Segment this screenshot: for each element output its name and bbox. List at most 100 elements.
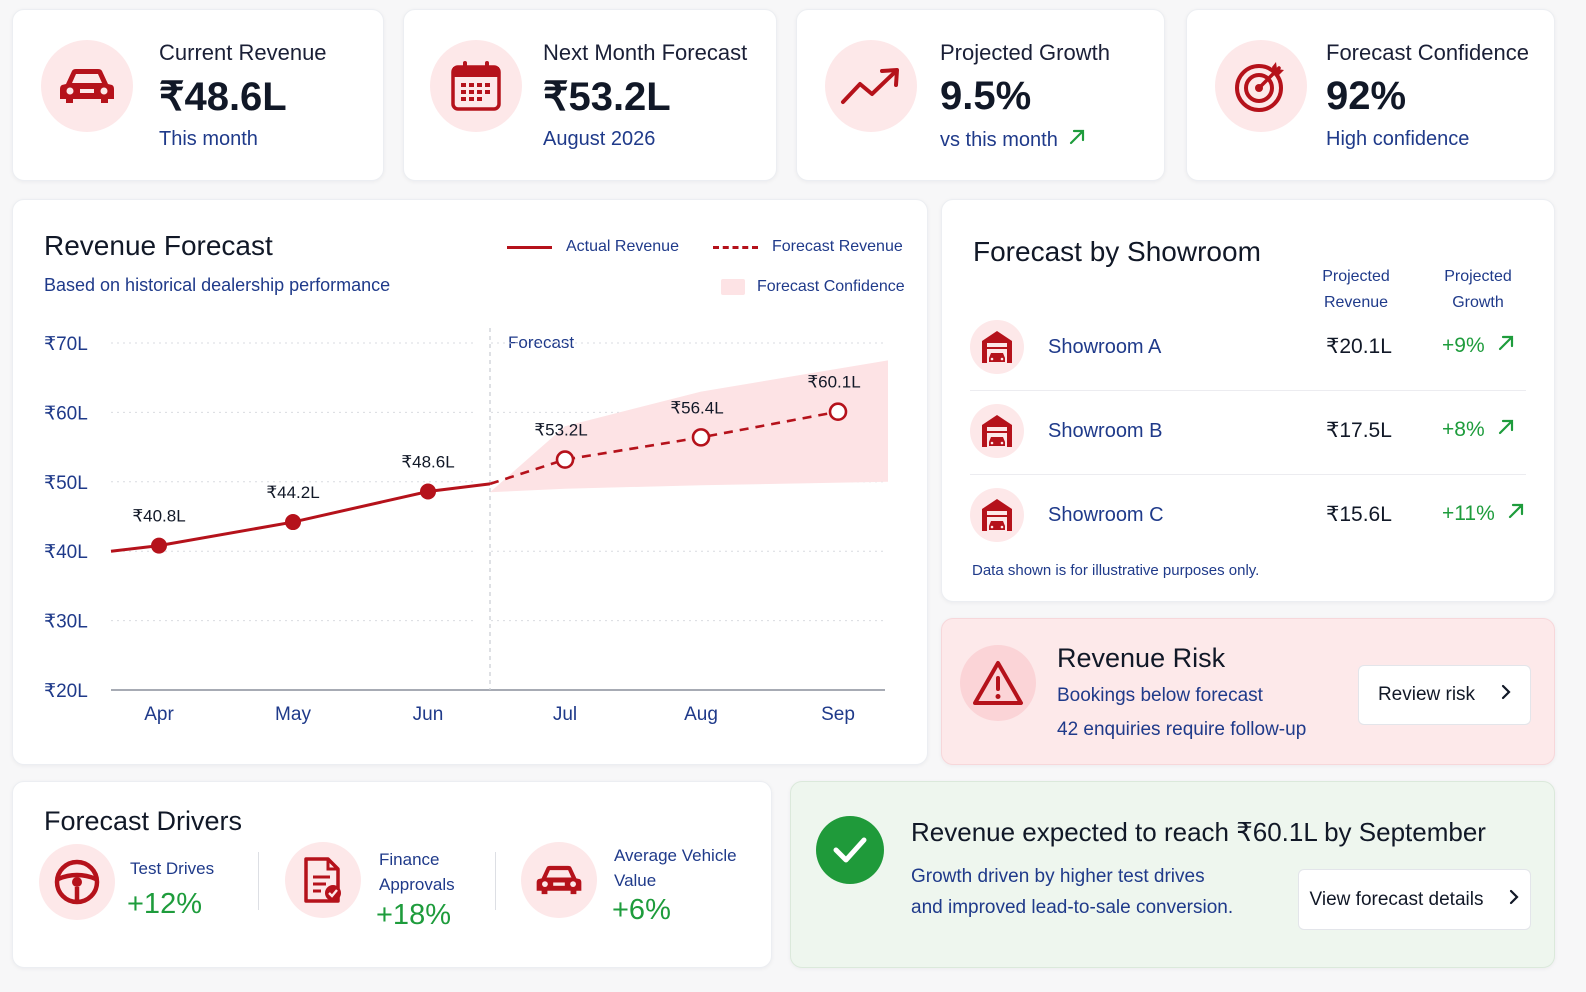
showroom-growth: +9% (1442, 334, 1515, 358)
kpi-subtitle: High confidence (1326, 128, 1470, 150)
driver-label: Finance Approvals (379, 847, 455, 897)
arrow-up-right-icon (1507, 502, 1525, 526)
kpi-card-forecast-confidence: Forecast Confidence 92% High confidence (1186, 9, 1555, 181)
legend-label: Actual Revenue (566, 238, 679, 255)
revenue-risk-card: Revenue Risk Bookings below forecast 42 … (941, 618, 1555, 765)
actual-point (285, 514, 301, 531)
car-icon (41, 40, 133, 132)
x-tick-label: May (275, 704, 311, 725)
summary-title: Revenue expected to reach ₹60.1L by Sept… (911, 817, 1486, 847)
legend-label: Forecast Confidence (757, 278, 905, 295)
confidence-band (490, 360, 888, 493)
data-label: ₹44.2L (266, 483, 319, 502)
arrow-up-right-icon (1068, 128, 1086, 152)
target-icon (1215, 40, 1307, 132)
y-tick-label: ₹70L (44, 334, 88, 355)
kpi-value: 92% (1326, 74, 1407, 118)
growth-value: +9% (1442, 334, 1485, 357)
column-header-growth: Projected Growth (1444, 268, 1512, 311)
trend-up-icon (825, 40, 917, 132)
disclaimer-note: Data shown is for illustrative purposes … (972, 562, 1260, 579)
summary-line-2: and improved lead-to-sale conversion. (911, 897, 1234, 918)
risk-line-1: Bookings below forecast (1057, 685, 1263, 706)
risk-title: Revenue Risk (1057, 643, 1226, 673)
revenue-forecast-card: Revenue Forecast Based on historical dea… (12, 199, 928, 765)
legend-label: Forecast Revenue (772, 238, 903, 255)
kpi-card-projected-growth: Projected Growth 9.5% vs this month (796, 9, 1165, 181)
x-tick-label: Sep (821, 704, 855, 725)
arrow-up-right-icon (1497, 418, 1515, 442)
summary-line-1: Growth driven by higher test drives (911, 866, 1205, 887)
revenue-forecast-chart: Forecast ₹70L ₹60L ₹50L ₹40L ₹30L ₹20L Apr May J… (44, 328, 888, 725)
y-tick-label: ₹50L (44, 473, 88, 494)
showroom-name[interactable]: Showroom A (1048, 336, 1162, 358)
data-label: ₹48.6L (401, 453, 454, 472)
kpi-value: 9.5% (940, 74, 1032, 118)
driver-value: +6% (612, 894, 671, 926)
row-divider (970, 474, 1526, 475)
showroom-revenue: ₹15.6L (1326, 503, 1392, 526)
row-divider (970, 390, 1526, 391)
showroom-icon (970, 488, 1024, 542)
kpi-title: Next Month Forecast (543, 40, 748, 65)
button-label: Review risk (1377, 684, 1476, 705)
kpi-value: ₹53.2L (543, 75, 671, 119)
y-tick-label: ₹40L (44, 542, 88, 563)
driver-value: +18% (376, 899, 451, 931)
showroom-forecast-card: Forecast by Showroom Projected Revenue P… (941, 199, 1555, 602)
button-label: View forecast details (1309, 888, 1484, 910)
driver-label: Average Vehicle Value (614, 843, 737, 893)
kpi-title: Projected Growth (940, 40, 1110, 65)
chevron-right-icon (1501, 684, 1511, 706)
kpi-value: ₹48.6L (159, 75, 287, 119)
growth-value: +8% (1442, 418, 1485, 441)
car-icon (521, 842, 597, 918)
chart-title: Revenue Forecast (44, 230, 273, 261)
kpi-subtitle: vs this month (940, 128, 1058, 151)
divider (258, 852, 259, 910)
showroom-name[interactable]: Showroom B (1048, 420, 1163, 442)
steering-wheel-icon (39, 844, 115, 920)
kpi-subtitle: This month (159, 128, 258, 150)
check-circle-icon (816, 816, 884, 884)
chevron-right-icon (1509, 889, 1520, 911)
driver-label: Test Drives (130, 859, 215, 878)
showroom-icon (970, 320, 1024, 374)
forecast-point (828, 402, 848, 422)
forecast-region-label: Forecast (508, 333, 574, 352)
y-tick-label: ₹20L (44, 681, 88, 702)
x-tick-label: Jul (553, 704, 577, 725)
legend-forecast[interactable]: Forecast Revenue (713, 238, 903, 256)
kpi-subtitle-row: vs this month (940, 128, 1086, 152)
showroom-icon (970, 404, 1024, 458)
legend-actual[interactable]: Actual Revenue (507, 238, 679, 256)
forecast-revenue-line (489, 410, 839, 486)
legend-confidence[interactable]: Forecast Confidence (721, 278, 905, 296)
forecast-point (691, 428, 711, 447)
showroom-revenue: ₹20.1L (1326, 335, 1392, 358)
column-header-revenue: Projected Revenue (1322, 268, 1390, 311)
showroom-growth: +8% (1442, 418, 1515, 442)
driver-label-line-1: Finance (379, 850, 440, 869)
x-tick-label: Jun (413, 704, 444, 725)
kpi-title: Forecast Confidence (1326, 40, 1529, 65)
kpi-subtitle: August 2026 (543, 128, 656, 150)
document-check-icon (285, 842, 361, 918)
showroom-revenue: ₹17.5L (1326, 419, 1392, 442)
showroom-name[interactable]: Showroom C (1048, 504, 1164, 526)
forecast-drivers-card: Forecast Drivers Test Drives +12% Financ… (12, 781, 772, 968)
x-tick-label: Apr (144, 704, 174, 725)
kpi-card-current-revenue: Current Revenue ₹48.6L This month (12, 9, 384, 181)
drivers-title: Forecast Drivers (44, 806, 243, 836)
actual-point (151, 537, 167, 554)
review-risk-button[interactable]: Review risk (1358, 665, 1531, 725)
driver-label-line-2: Approvals (379, 875, 455, 894)
warning-icon (960, 645, 1036, 721)
showroom-title: Forecast by Showroom (973, 236, 1261, 267)
calendar-icon (430, 40, 522, 132)
legend-dashed-line-swatch (713, 245, 758, 249)
driver-label-line-2: Value (614, 871, 657, 890)
chart-subtitle: Based on historical dealership performan… (44, 275, 391, 295)
kpi-title: Current Revenue (159, 40, 327, 65)
view-forecast-details-button[interactable]: View forecast details (1298, 869, 1531, 930)
